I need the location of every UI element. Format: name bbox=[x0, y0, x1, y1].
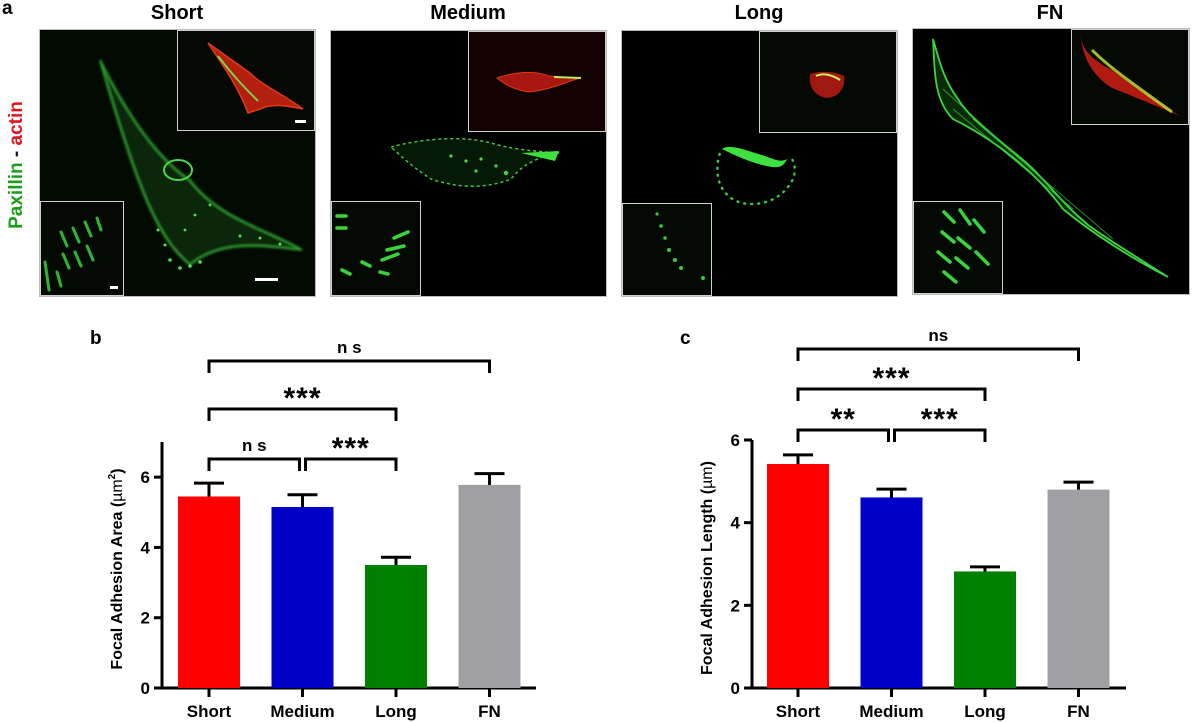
significance-label: *** bbox=[283, 382, 321, 415]
x-tick-label: FN bbox=[478, 702, 501, 721]
y-tick-label: 0 bbox=[141, 679, 150, 698]
panel-a-letter: a bbox=[2, 0, 13, 19]
x-tick-label: Long bbox=[375, 702, 417, 721]
significance-bracket bbox=[796, 387, 987, 401]
y-tick-label: 4 bbox=[141, 538, 151, 557]
image-title-short: Short bbox=[150, 2, 204, 24]
significance-label: ** bbox=[831, 403, 856, 436]
micrograph-short bbox=[39, 29, 316, 297]
y-axis-label: Focal Adhesion Length (µm) bbox=[699, 461, 716, 675]
significance-label: *** bbox=[332, 432, 370, 465]
inset-zoom-fn bbox=[913, 201, 1003, 294]
x-tick-label: Short bbox=[187, 702, 232, 721]
micrograph-medium bbox=[330, 30, 607, 297]
significance-label: n s bbox=[242, 436, 267, 455]
inset-zoom-short bbox=[40, 201, 124, 296]
significance-bracket bbox=[207, 457, 301, 471]
significance-bracket bbox=[796, 428, 890, 442]
inset-overlay-fn bbox=[1071, 29, 1189, 125]
panel-b-letter: b bbox=[90, 328, 102, 349]
inset-zoom-medium bbox=[331, 201, 421, 296]
significance-bracket bbox=[893, 428, 987, 442]
image-title-long: Long bbox=[734, 2, 784, 24]
micrograph-long bbox=[621, 30, 898, 297]
inset-overlay-graphic bbox=[496, 71, 582, 93]
significance-bracket bbox=[796, 347, 1080, 361]
inset-zoom-graphic bbox=[936, 208, 990, 284]
y-tick-label: 2 bbox=[731, 596, 740, 615]
inset-zoom-graphic bbox=[43, 216, 118, 292]
x-tick-label: Medium bbox=[859, 702, 923, 721]
bar-fn bbox=[1047, 489, 1110, 688]
inset-overlay-graphic bbox=[809, 71, 845, 98]
inset-zoom-graphic bbox=[335, 214, 410, 276]
inset-overlay-graphic bbox=[207, 42, 306, 123]
inset-overlay-medium bbox=[468, 31, 606, 132]
significance-label: n s bbox=[337, 338, 362, 357]
bar-short bbox=[178, 496, 240, 688]
x-tick-label: Medium bbox=[270, 702, 334, 721]
significance-label: *** bbox=[921, 403, 959, 436]
y-tick-label: 0 bbox=[731, 679, 740, 698]
bar-short bbox=[767, 463, 829, 688]
significance-label: ns bbox=[928, 326, 948, 345]
significance-bracket bbox=[304, 457, 398, 471]
image-title-medium: Medium bbox=[430, 2, 506, 24]
significance-label: *** bbox=[872, 362, 910, 395]
inset-zoom-long bbox=[622, 203, 712, 296]
cell-short-graphic bbox=[99, 59, 303, 281]
image-title-fn: FN bbox=[1036, 2, 1064, 24]
inset-overlay-graphic bbox=[1080, 34, 1180, 116]
y-tick-label: 6 bbox=[141, 468, 150, 487]
inset-zoom-graphic bbox=[655, 212, 705, 280]
cell-long-graphic bbox=[716, 146, 796, 206]
significance-bracket bbox=[207, 359, 491, 373]
micrograph-fn bbox=[912, 28, 1190, 295]
chart-focal-adhesion-area: 0 2 4 6 Focal Adhesion Area (µm2) Short Medium… bbox=[107, 338, 536, 721]
inset-overlay-short bbox=[177, 30, 315, 131]
x-tick-label: FN bbox=[1067, 702, 1090, 721]
panel-c-letter: c bbox=[680, 328, 691, 349]
inset-overlay-long bbox=[759, 31, 897, 133]
x-tick-label: Long bbox=[964, 702, 1006, 721]
bar-fn bbox=[458, 484, 521, 688]
bar-long bbox=[954, 571, 1016, 688]
bar-long bbox=[365, 565, 427, 688]
y-tick-label: 4 bbox=[731, 514, 741, 533]
y-tick-label: 6 bbox=[731, 431, 740, 450]
significance-bracket bbox=[207, 407, 398, 421]
y-tick-label: 2 bbox=[141, 609, 150, 628]
x-tick-label: Short bbox=[776, 702, 821, 721]
cell-medium-graphic bbox=[389, 137, 560, 187]
chart-focal-adhesion-length: 0 2 4 6 Focal Adhesion Length (µm) Short Mediu… bbox=[699, 326, 1126, 721]
bar-medium bbox=[860, 497, 923, 688]
bar-medium bbox=[271, 507, 334, 688]
cell-fn-graphic bbox=[932, 38, 1169, 278]
y-axis-label: Focal Adhesion Area (µm2) bbox=[107, 468, 126, 669]
